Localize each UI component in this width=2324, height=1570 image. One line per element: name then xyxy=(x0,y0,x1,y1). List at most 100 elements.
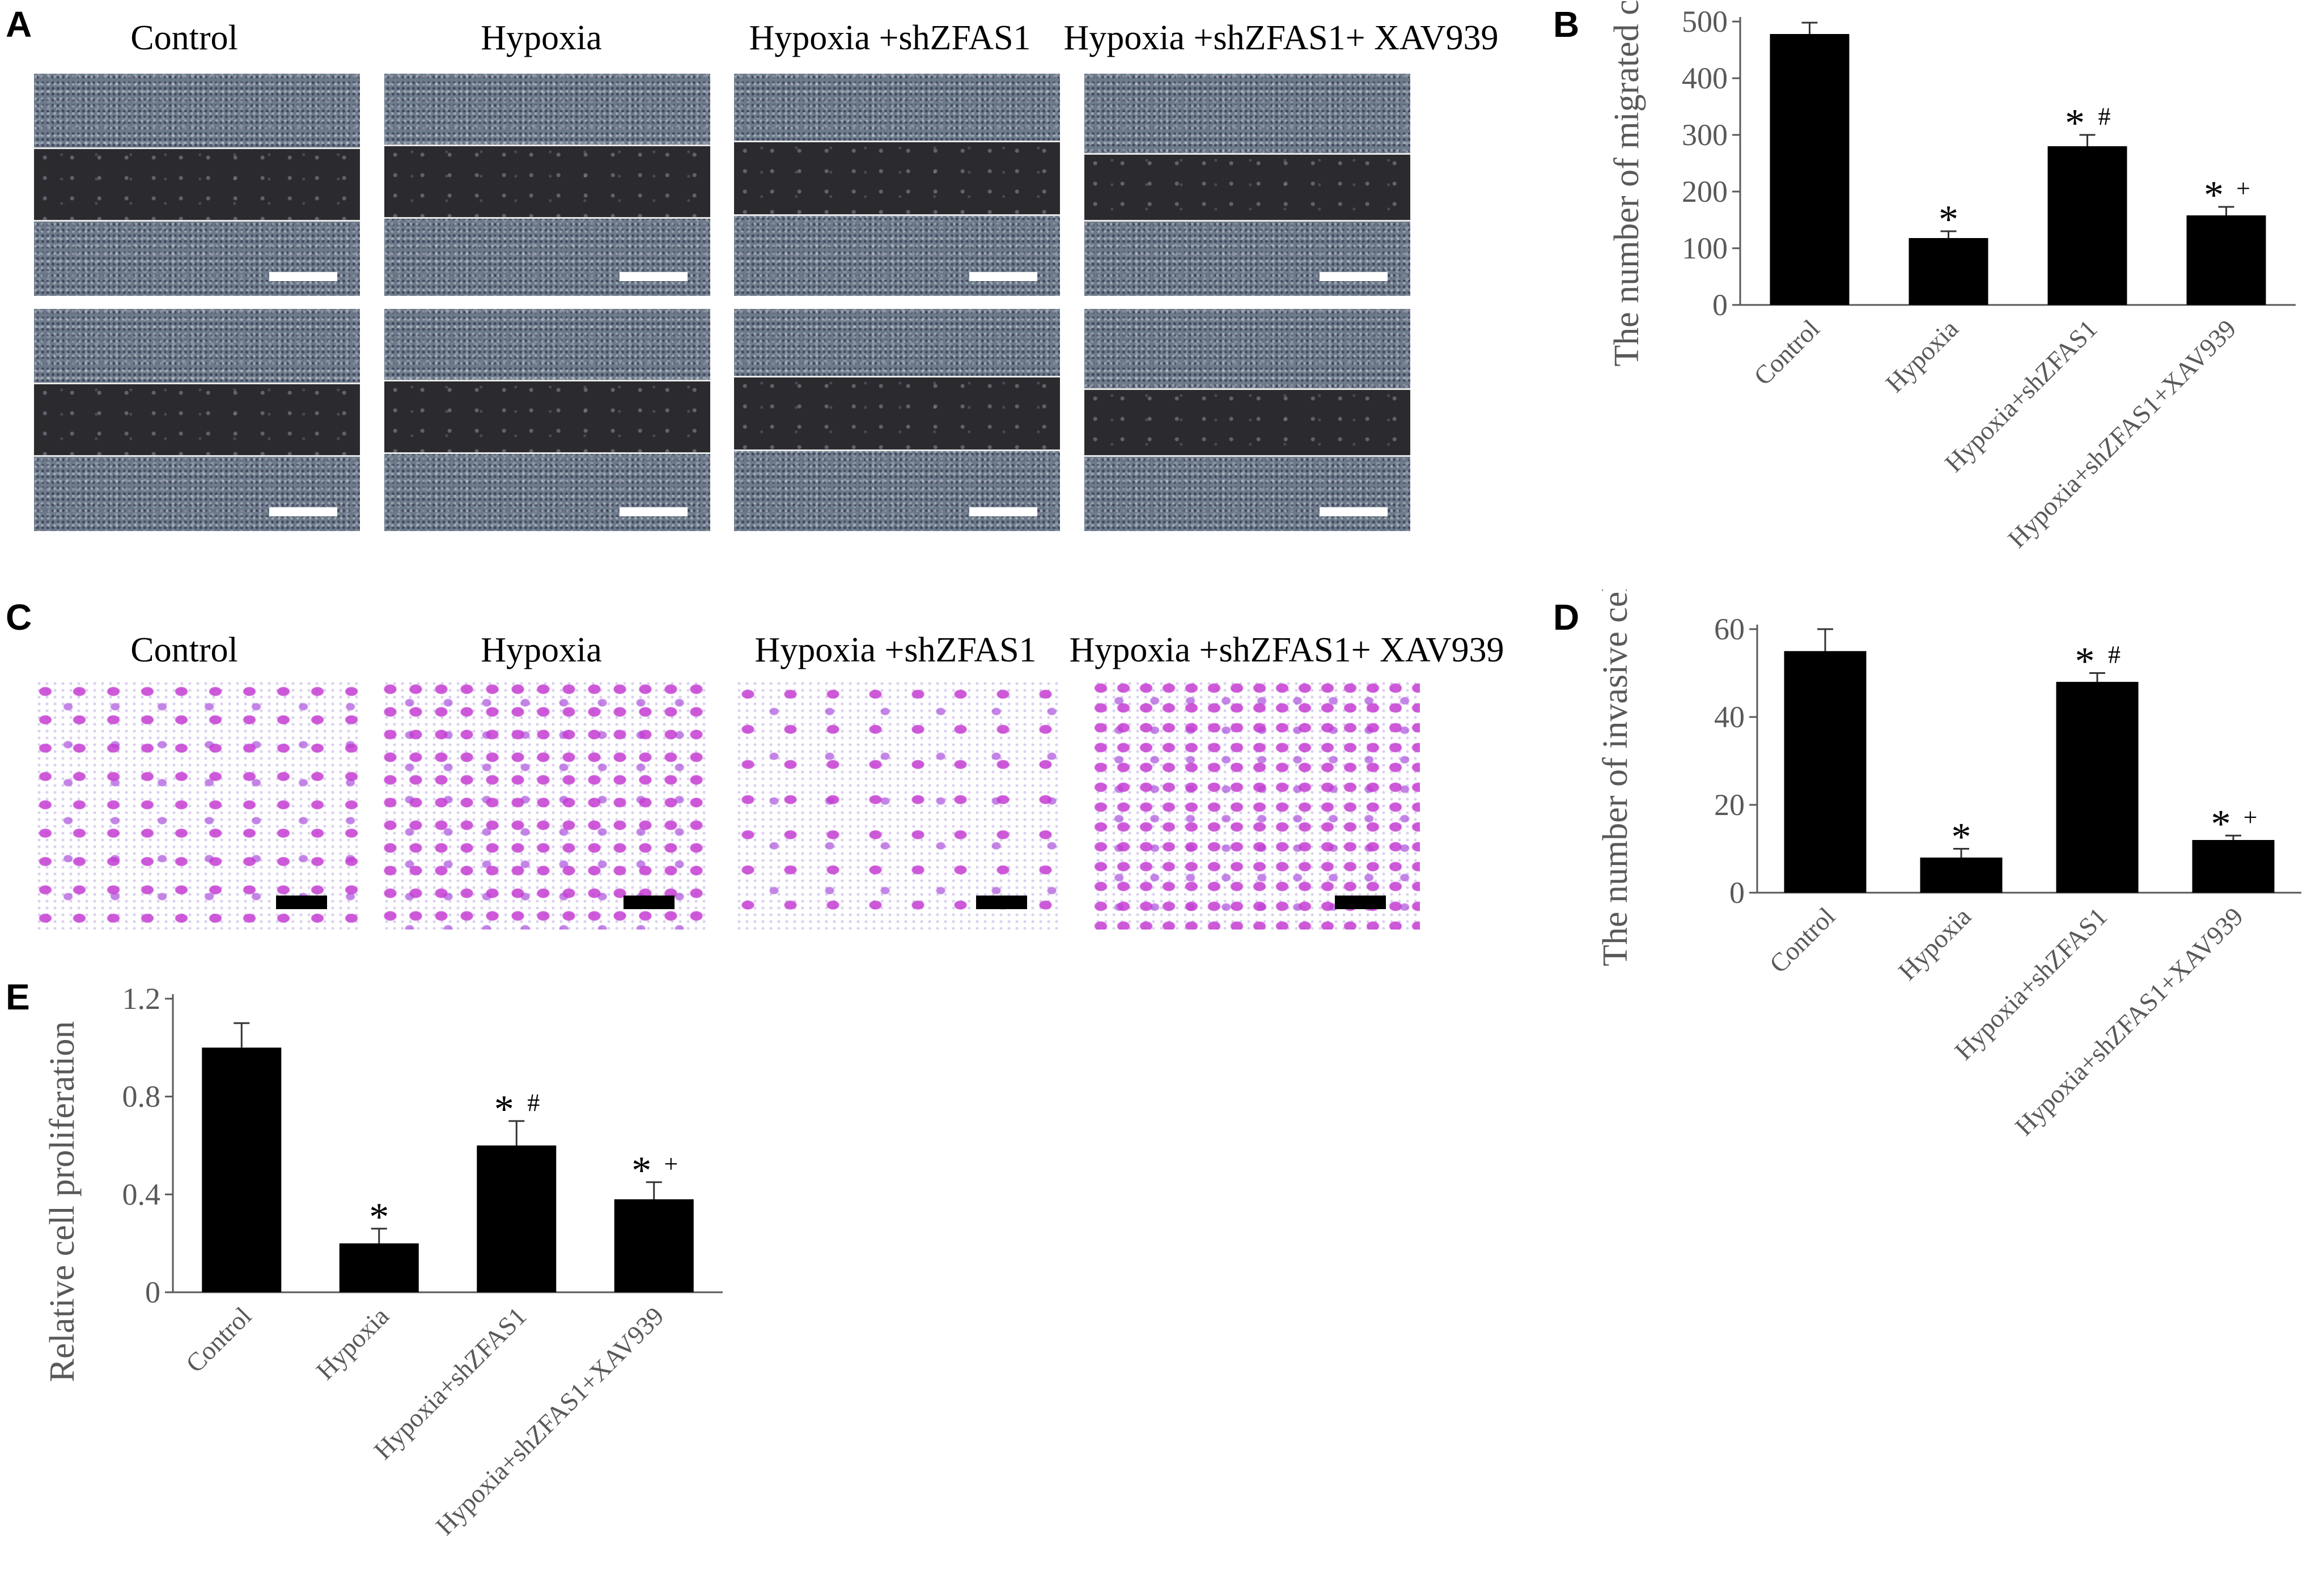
scratch-edge-line xyxy=(1084,455,1410,457)
x-category-label: Hypoxia+shZFAS1+XAV939 xyxy=(2009,902,2249,1141)
scratch-edge-line xyxy=(384,217,710,219)
bar xyxy=(2186,215,2266,305)
panel-a-title-hypoxia-shzfas1: Hypoxia +shZFAS1 xyxy=(749,19,1031,57)
y-tick-label: 300 xyxy=(1682,118,1728,152)
scale-bar xyxy=(1320,507,1388,516)
scratch-edge-line xyxy=(734,376,1060,377)
panel-b-label: B xyxy=(1553,4,1580,45)
scratch-edge-line xyxy=(34,220,360,222)
panel-c-title-hypoxia-shzfas1-xav939: Hypoxia +shZFAS1+ XAV939 xyxy=(1069,631,1504,669)
significance-mark: # xyxy=(2108,641,2121,669)
chart-b-ylabel: The number of migrated cells xyxy=(1608,0,1646,367)
scratch-edge-line xyxy=(384,380,710,381)
scratch-edge-line xyxy=(734,449,1060,451)
panel-c-title-hypoxia: Hypoxia xyxy=(481,631,602,669)
bar xyxy=(339,1243,419,1292)
y-tick-label: 200 xyxy=(1682,175,1728,209)
scratch-wound-gap xyxy=(384,380,710,452)
chart-d-ylabel: The number of invasive cells xyxy=(1596,589,1635,966)
transwell-micrograph xyxy=(735,680,1061,930)
significance-star: * xyxy=(1939,198,1958,241)
bar xyxy=(2047,146,2127,305)
y-tick-label: 100 xyxy=(1682,231,1728,265)
scratch-edge-line xyxy=(734,141,1060,142)
y-tick-label: 400 xyxy=(1682,61,1728,95)
y-tick-label: 40 xyxy=(1714,700,1745,734)
scratch-wound-gap xyxy=(1084,153,1410,220)
scale-bar xyxy=(969,272,1037,281)
x-category-label: Hypoxia+shZFAS1 xyxy=(1949,902,2113,1066)
scratch-wound-gap xyxy=(734,376,1060,449)
panel-a-title-control: Control xyxy=(130,19,238,57)
scratch-edge-line xyxy=(34,455,360,457)
x-category-label: Hypoxia xyxy=(311,1301,395,1385)
scratch-micrograph xyxy=(384,309,710,531)
bar xyxy=(614,1199,694,1292)
scale-bar xyxy=(624,896,675,909)
scale-bar xyxy=(1320,272,1388,281)
panel-c-label: C xyxy=(6,597,32,638)
panel-c-title-control: Control xyxy=(130,631,238,669)
scale-bar xyxy=(620,507,688,516)
significance-star: * xyxy=(2204,173,2224,217)
transwell-micrograph xyxy=(1094,680,1420,930)
significance-mark: + xyxy=(2236,175,2250,202)
scratch-micrograph xyxy=(734,74,1060,296)
bar xyxy=(1920,858,2003,893)
scratch-wound-gap xyxy=(734,141,1060,214)
scratch-edge-line xyxy=(34,147,360,149)
significance-star: * xyxy=(369,1195,389,1239)
significance-star: * xyxy=(494,1088,514,1131)
y-tick-label: 0 xyxy=(1729,876,1745,910)
panel-a-label: A xyxy=(6,4,32,45)
scale-bar xyxy=(1335,896,1386,909)
x-category-label: Hypoxia+shZFAS1+XAV939 xyxy=(430,1301,669,1541)
significance-star: * xyxy=(1952,816,1971,859)
significance-mark: # xyxy=(2098,103,2111,130)
chart-e-relative-proliferation: Relative cell proliferation 0 0.4 0.8 1.2 Co… xyxy=(43,982,723,1541)
scratch-micrograph xyxy=(34,309,360,531)
y-tick-label: 20 xyxy=(1714,788,1745,822)
scratch-edge-line xyxy=(1084,388,1410,390)
scale-bar xyxy=(269,272,337,281)
significance-star: * xyxy=(2211,802,2231,846)
transwell-micrograph xyxy=(383,680,709,930)
scratch-wound-gap xyxy=(34,383,360,455)
x-category-label: Control xyxy=(1748,314,1825,391)
panel-e-label: E xyxy=(6,977,30,1017)
significance-mark: # xyxy=(527,1089,540,1117)
scratch-micrograph xyxy=(1084,309,1410,531)
panel-d-label: D xyxy=(1553,597,1580,638)
panel-c-title-hypoxia-shzfas1: Hypoxia +shZFAS1 xyxy=(754,631,1037,669)
scale-bar xyxy=(976,896,1027,909)
bar xyxy=(1770,34,1850,305)
x-category-label: Hypoxia xyxy=(1893,902,1977,986)
chart-b-migrated-cells: The number of migrated cells 0 100 200 300 4… xyxy=(1608,0,2296,553)
significance-mark: + xyxy=(2244,803,2258,831)
scratch-edge-line xyxy=(734,214,1060,216)
x-category-label: Hypoxia xyxy=(1880,314,1963,398)
scale-bar xyxy=(969,507,1037,516)
scale-bar xyxy=(269,507,337,516)
panel-a-title-hypoxia: Hypoxia xyxy=(481,19,602,57)
scratch-wound-gap xyxy=(384,145,710,217)
significance-star: * xyxy=(2075,640,2095,684)
y-tick-label: 0.8 xyxy=(122,1080,161,1114)
bar xyxy=(2192,840,2275,893)
scratch-wound-gap xyxy=(34,147,360,220)
bar xyxy=(1784,651,1867,893)
scratch-micrograph xyxy=(384,74,710,296)
y-tick-label: 0 xyxy=(1712,288,1728,322)
x-category-label: Control xyxy=(180,1301,257,1378)
bar xyxy=(2056,682,2139,893)
scratch-edge-line xyxy=(384,452,710,454)
scratch-micrograph xyxy=(734,309,1060,531)
bar xyxy=(1909,238,1988,305)
significance-star: * xyxy=(2065,101,2085,145)
y-tick-label: 1.2 xyxy=(122,982,161,1016)
y-tick-label: 0 xyxy=(145,1275,160,1309)
chart-d-invasive-cells: The number of invasive cells 0 20 40 60 Cont… xyxy=(1596,589,2301,1141)
bar xyxy=(477,1145,557,1292)
y-tick-label: 500 xyxy=(1682,5,1728,39)
chart-e-ylabel: Relative cell proliferation xyxy=(43,1021,82,1382)
